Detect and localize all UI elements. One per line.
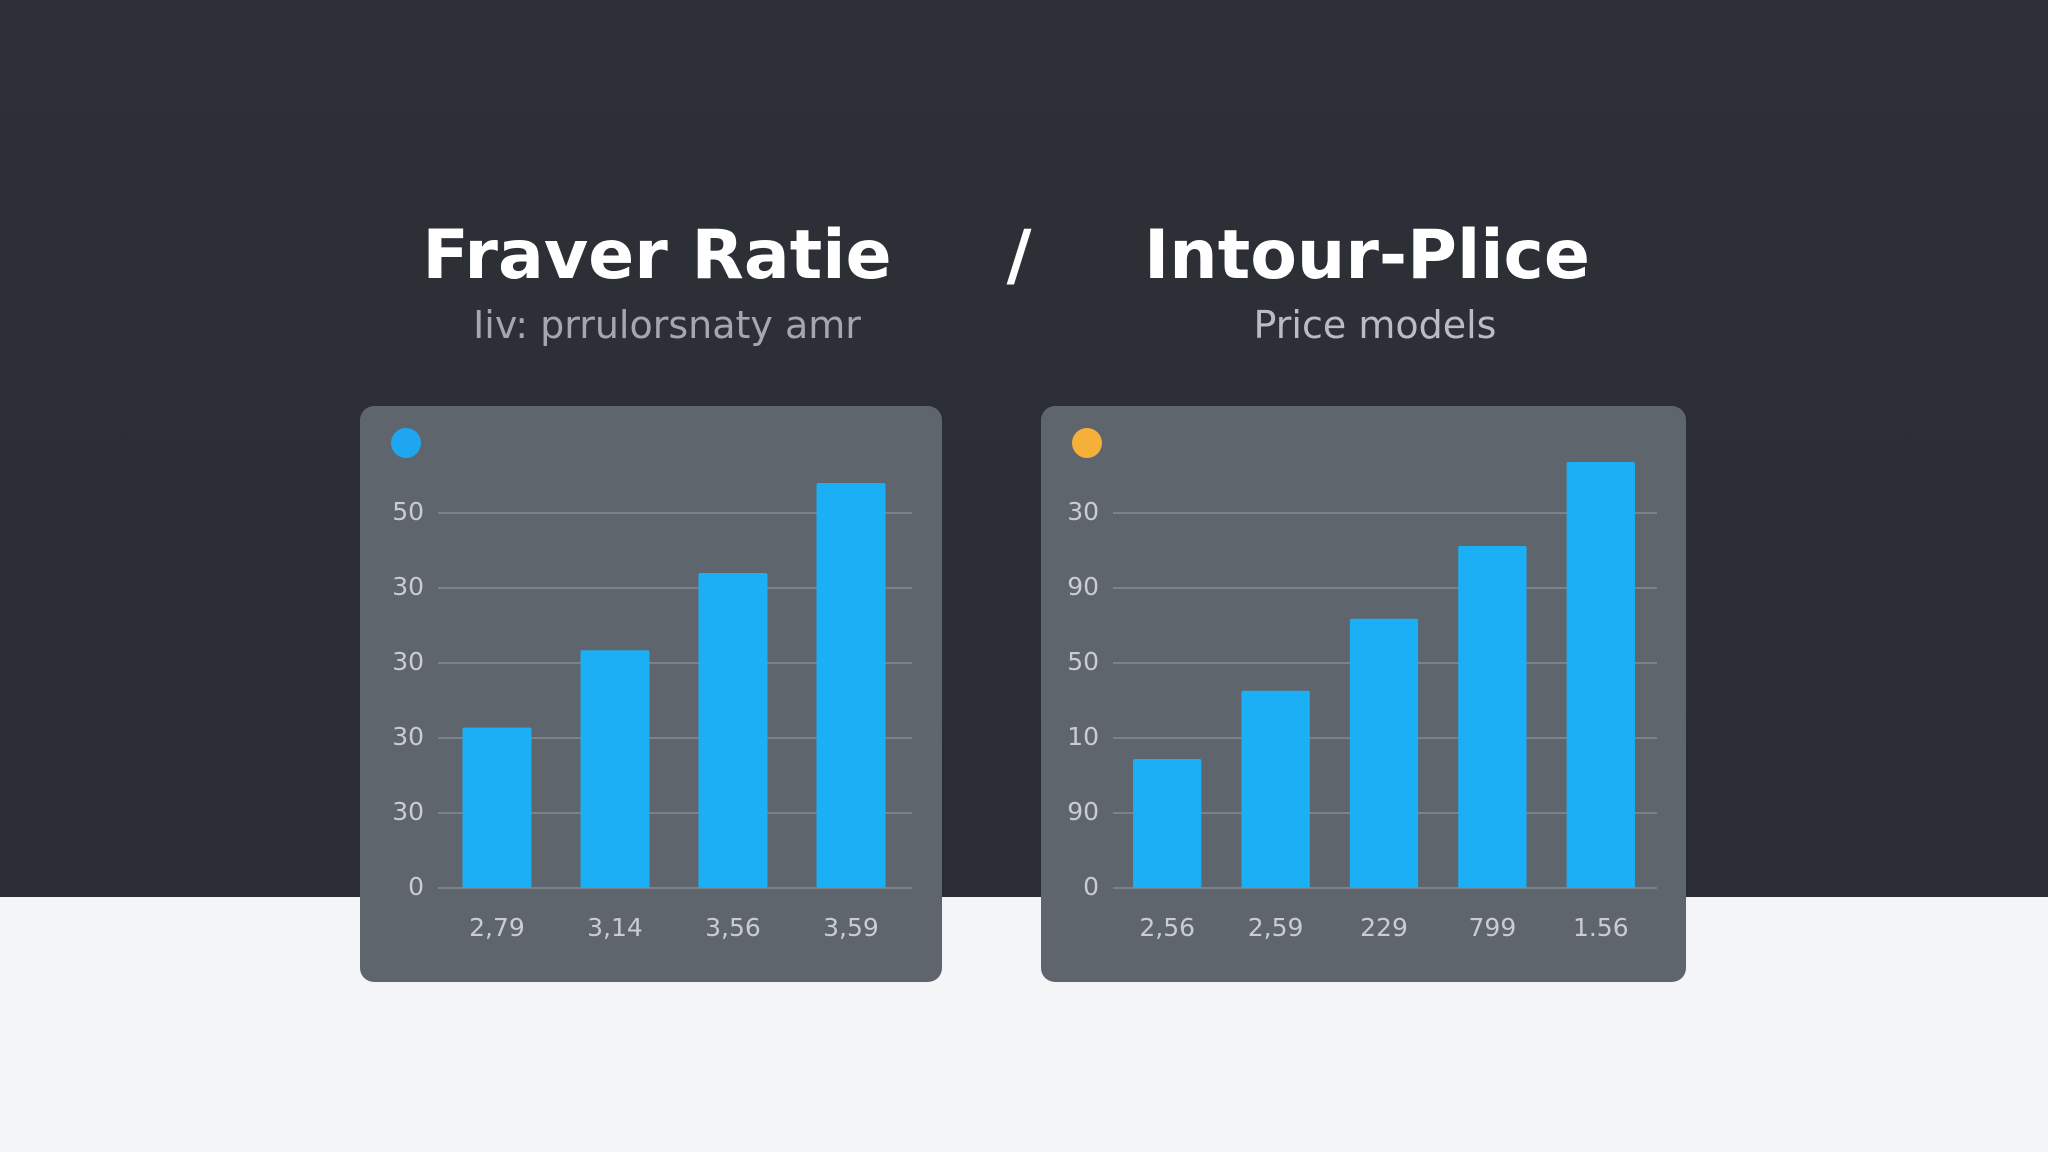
y-tick-label: 30 [392, 572, 424, 601]
right-title: Intour-Plice [1144, 216, 1590, 295]
y-tick-label: 50 [392, 497, 424, 526]
y-tick-label: 90 [1067, 572, 1099, 601]
x-tick-label: 1.56 [1573, 913, 1629, 942]
y-tick-label: 30 [392, 647, 424, 676]
bar [1349, 618, 1419, 888]
chart-panel: 0 30 30 30 30 50 2,79 3,14 3,56 3,59 [360, 406, 942, 982]
x-tick-label: 3,56 [705, 913, 761, 942]
y-tick-label: 30 [392, 722, 424, 751]
x-tick-label: 3,14 [587, 913, 643, 942]
series-dot [1072, 428, 1102, 458]
x-tick-label: 2,79 [469, 913, 525, 942]
x-tick-label: 2,56 [1139, 913, 1195, 942]
right-subtitle: Price models [1254, 303, 1497, 347]
y-tick-label: 30 [1067, 497, 1099, 526]
header-band [0, 0, 2048, 897]
left-title: Fraver Ratie [422, 216, 891, 295]
separator: / [1007, 216, 1032, 295]
bar [1241, 690, 1310, 888]
x-tick-label: 2,59 [1248, 913, 1304, 942]
chart-panel: 0 90 10 50 90 30 2,56 2,59 229 799 1.56 [1041, 406, 1686, 982]
y-tick-label: 90 [1067, 797, 1099, 826]
bar [1566, 462, 1635, 888]
y-tick-label: 0 [1083, 872, 1099, 901]
x-tick-label: 229 [1360, 913, 1408, 942]
x-tick-label: 3,59 [823, 913, 879, 942]
series-dot [391, 428, 421, 458]
bar [816, 483, 886, 888]
y-tick-label: 50 [1067, 647, 1099, 676]
bar [1458, 546, 1527, 888]
left-subtitle: Iiv: prrulorsnaty amr [473, 303, 861, 347]
bar [462, 727, 532, 888]
y-tick-label: 0 [408, 872, 424, 901]
bar [1133, 759, 1202, 888]
bar [580, 650, 650, 888]
y-tick-label: 30 [392, 797, 424, 826]
y-tick-label: 10 [1067, 722, 1099, 751]
x-tick-label: 799 [1469, 913, 1517, 942]
bar [698, 573, 768, 888]
